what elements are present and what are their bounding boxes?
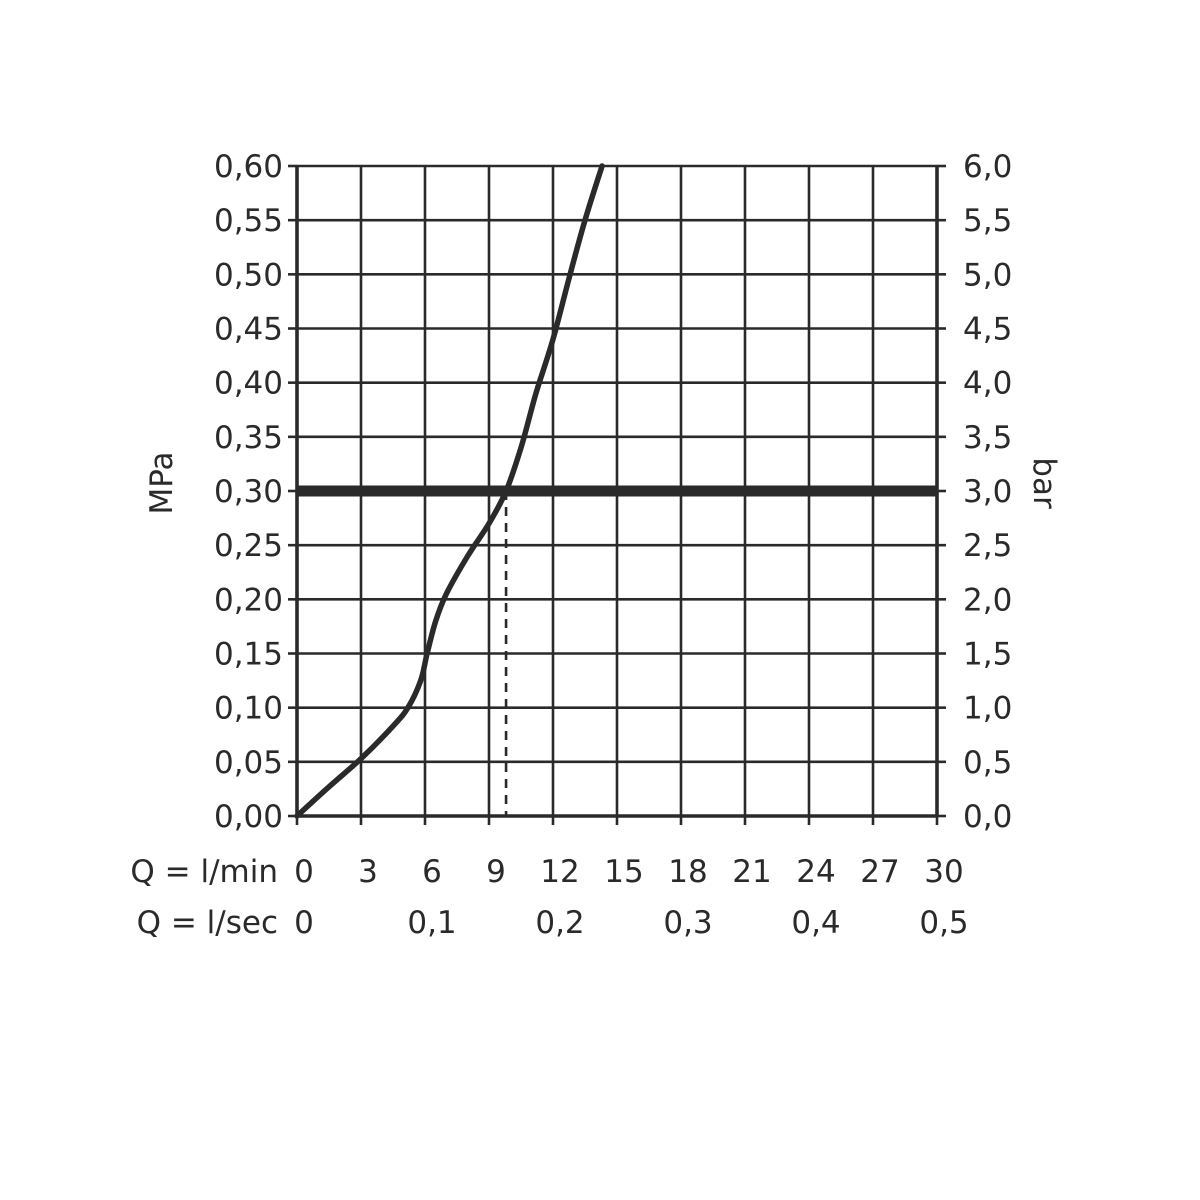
right-y-tick-labels: 0,0 0,5 1,0 1,5 2,0 2,5 3,0 3,5 4,0 4,5 5,0 5,5 6,0 xyxy=(963,149,1012,835)
y-right-tick-label: 1,5 xyxy=(963,637,1012,673)
x-secondary-tick-labels: 0 0,1 0,2 0,3 0,4 0,5 xyxy=(294,905,969,941)
y-left-tick-label: 0,25 xyxy=(214,528,283,564)
x-primary-tick-label: 21 xyxy=(732,854,771,890)
y-left-tick-label: 0,15 xyxy=(214,637,283,673)
x-secondary-tick-label: 0,3 xyxy=(663,905,712,941)
axis-tick-marks xyxy=(288,164,946,825)
y-right-tick-label: 2,0 xyxy=(963,582,1012,618)
x-secondary-tick-label: 0,5 xyxy=(919,905,968,941)
reference-line-group xyxy=(297,485,937,816)
x-primary-tick-label: 30 xyxy=(924,854,963,890)
series-line xyxy=(294,163,605,819)
y-right-tick-label: 4,0 xyxy=(963,366,1012,402)
y-left-tick-label: 0,05 xyxy=(214,745,283,781)
y-right-tick-label: 4,5 xyxy=(963,312,1012,348)
y-left-tick-label: 0,30 xyxy=(214,474,283,510)
x-primary-tick-label: 3 xyxy=(358,854,378,890)
x-primary-tick-label: 24 xyxy=(796,854,835,890)
x-primary-axis-label: Q = l/min xyxy=(130,854,278,890)
y-left-tick-label: 0,20 xyxy=(214,582,283,618)
y-right-tick-label: 6,0 xyxy=(963,149,1012,185)
x-primary-tick-label: 0 xyxy=(294,854,314,890)
x-primary-tick-label: 27 xyxy=(860,854,899,890)
y-left-tick-label: 0,45 xyxy=(214,312,283,348)
x-primary-tick-labels: 0 3 6 9 12 15 18 21 24 27 30 xyxy=(294,854,964,890)
y-right-tick-label: 3,5 xyxy=(963,420,1012,456)
x-secondary-tick-label: 0,2 xyxy=(535,905,584,941)
left-y-tick-labels: 0,00 0,05 0,10 0,15 0,20 0,25 0,30 0,35 0,40 0,45… xyxy=(214,149,283,835)
x-secondary-tick-label: 0,1 xyxy=(407,905,456,941)
y-right-tick-label: 3,0 xyxy=(963,474,1012,510)
x-primary-tick-label: 18 xyxy=(668,854,707,890)
x-primary-tick-label: 12 xyxy=(540,854,579,890)
y-right-tick-label: 5,0 xyxy=(963,257,1012,293)
y-left-tick-label: 0,10 xyxy=(214,691,283,727)
y-left-tick-label: 0,50 xyxy=(214,257,283,293)
y-left-tick-label: 0,00 xyxy=(214,799,283,835)
x-secondary-axis-label: Q = l/sec xyxy=(137,905,278,941)
y-left-axis-label: MPa xyxy=(144,451,180,514)
y-left-tick-label: 0,55 xyxy=(214,203,283,239)
x-primary-tick-label: 15 xyxy=(604,854,643,890)
x-secondary-tick-label: 0 xyxy=(294,905,314,941)
y-left-tick-label: 0,60 xyxy=(214,149,283,185)
x-secondary-tick-label: 0,4 xyxy=(791,905,840,941)
y-right-tick-label: 0,5 xyxy=(963,745,1012,781)
y-left-tick-label: 0,40 xyxy=(214,366,283,402)
y-right-axis-label: bar xyxy=(1026,457,1062,509)
flow-curve-group xyxy=(294,163,605,819)
y-right-tick-label: 2,5 xyxy=(963,528,1012,564)
y-right-tick-label: 1,0 xyxy=(963,691,1012,727)
x-primary-tick-label: 6 xyxy=(422,854,442,890)
y-left-tick-label: 0,35 xyxy=(214,420,283,456)
y-right-tick-label: 5,5 xyxy=(963,203,1012,239)
x-primary-tick-label: 9 xyxy=(486,854,506,890)
y-right-tick-label: 0,0 xyxy=(963,799,1012,835)
